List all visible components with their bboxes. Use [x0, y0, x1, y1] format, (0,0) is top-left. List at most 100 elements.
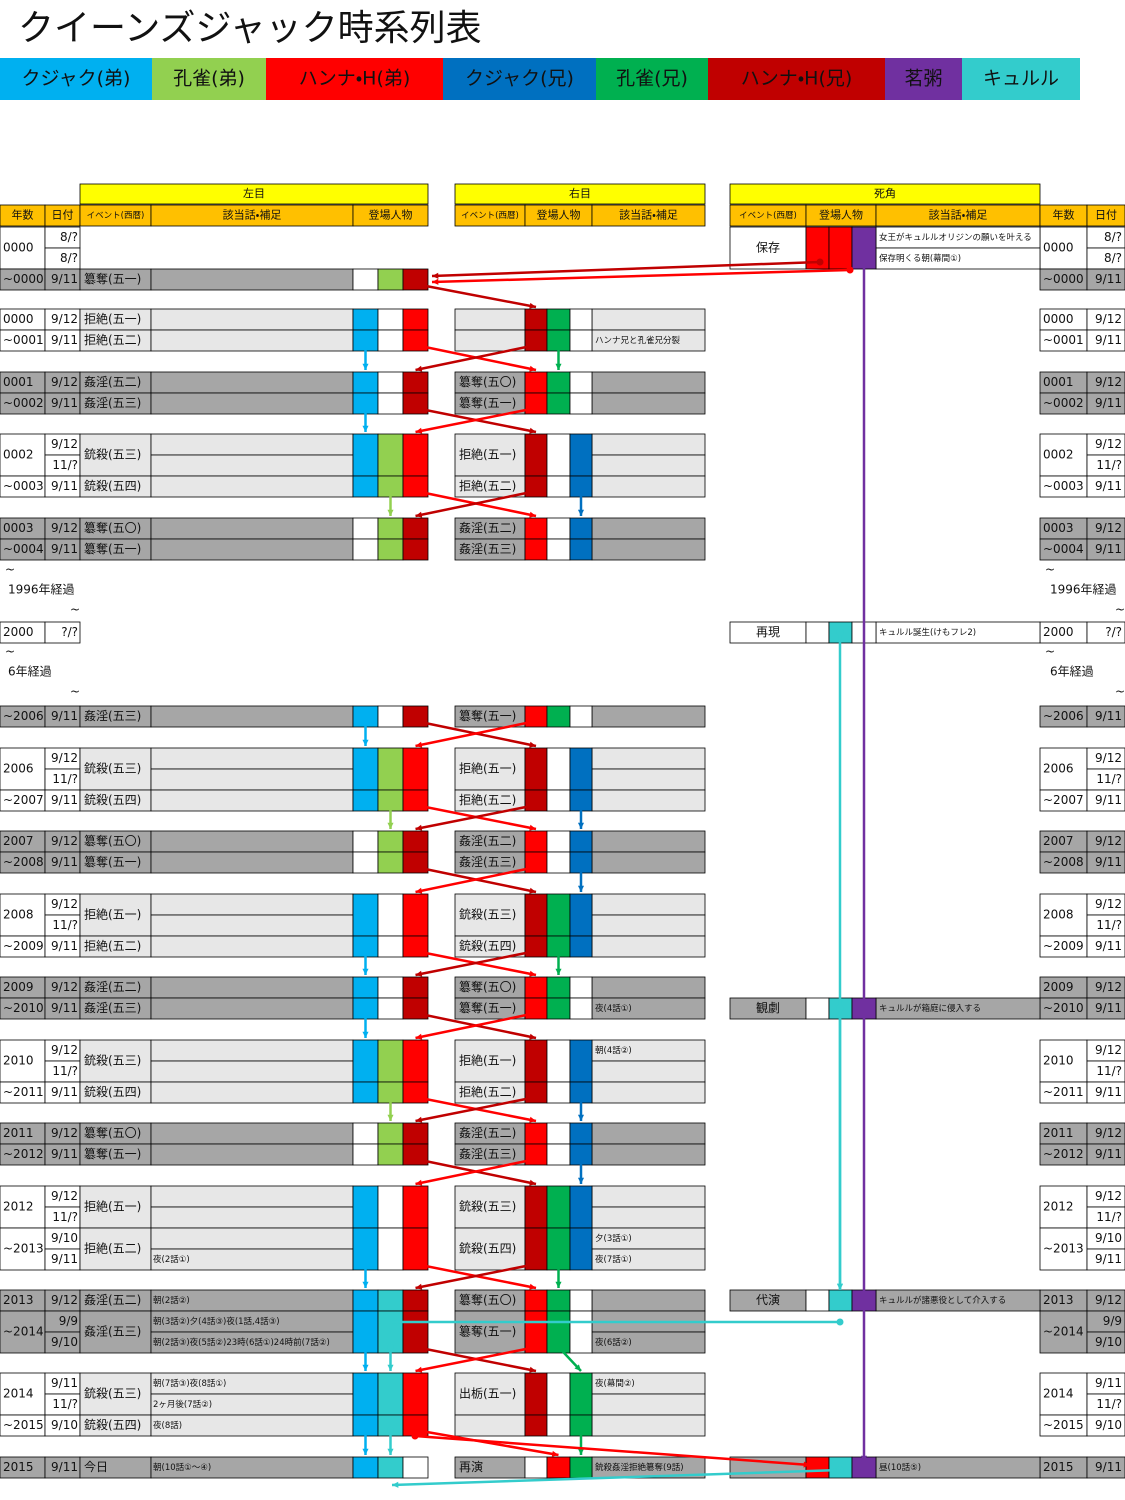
arrow-start [555, 1260, 562, 1268]
arrow-start [387, 1343, 394, 1351]
arrow-start [387, 1426, 394, 1434]
arrow-head [860, 1455, 868, 1462]
arrow-start [412, 1009, 419, 1017]
arrow-head [392, 1318, 399, 1326]
character-bar [546, 893, 571, 937]
label: 6年経過 [8, 665, 52, 679]
label: 2009 [3, 980, 34, 994]
arrow-head [577, 509, 585, 516]
title: クイーンズジャック時系列表 [18, 8, 482, 49]
cell [591, 935, 706, 958]
character-bar [569, 1456, 593, 1479]
cell [79, 433, 152, 477]
label: 銃殺(五四) [84, 1417, 141, 1432]
character-bar [377, 830, 404, 853]
character-bar [805, 997, 830, 1020]
arrow-head [362, 968, 369, 975]
cell [1086, 475, 1125, 498]
label: ~2011 [1043, 1085, 1084, 1099]
label: 2007 [1043, 834, 1074, 848]
label: 9/12 [1095, 1126, 1122, 1140]
arrow-start [577, 863, 585, 871]
character-bar [402, 371, 429, 394]
label: 姦淫(五二) [459, 833, 516, 848]
cell [150, 454, 354, 477]
label: 銃殺(五三) [459, 1199, 516, 1214]
arrow [415, 865, 537, 894]
label: 2010 [1043, 1054, 1074, 1068]
arrow-start [532, 404, 540, 412]
label: 該当話・補足 [929, 208, 988, 222]
arrow-head [836, 1283, 844, 1290]
label: 9/12 [51, 834, 78, 848]
label: 姦淫(五二) [459, 520, 516, 535]
character-bar [805, 1289, 830, 1312]
character-bar [569, 1227, 593, 1271]
character-bar [352, 1143, 379, 1166]
cell [1039, 893, 1088, 937]
arrow-start [362, 404, 369, 412]
label: 0000 [3, 241, 34, 255]
character-bar [402, 1039, 429, 1083]
arrow-head [415, 1179, 423, 1186]
arrow-head [555, 363, 562, 370]
character-bar [352, 308, 379, 331]
cell [79, 1185, 152, 1229]
legend-swatch [0, 58, 152, 100]
label: 拒絶(五二) [459, 479, 516, 493]
cell [150, 1206, 354, 1229]
label: 右目 [569, 186, 591, 200]
label: ~ [5, 563, 15, 577]
label: 11/? [52, 918, 78, 932]
character-bar [377, 851, 404, 874]
label: ハンナ兄と孔雀兄分裂 [595, 335, 681, 346]
label: 8/? [60, 251, 78, 265]
label: ~2006 [3, 709, 44, 723]
character-bar [546, 475, 571, 498]
cell [591, 1081, 706, 1104]
column-header [352, 204, 429, 227]
arrow-head [574, 1364, 581, 1371]
label: 9/10 [1095, 1335, 1122, 1349]
label: 2014 [3, 1387, 34, 1401]
cell [591, 1206, 706, 1229]
cell [591, 517, 706, 540]
label: 2014 [1043, 1387, 1074, 1401]
cell [591, 538, 706, 561]
arrow-head [415, 365, 423, 372]
label: 9/11 [51, 333, 78, 347]
label: ~2013 [3, 1242, 44, 1256]
character-bar [569, 830, 593, 853]
cell [150, 475, 354, 498]
label: 夜(7話①) [595, 1254, 632, 1265]
label: 9/12 [51, 437, 78, 451]
cell [591, 1060, 706, 1083]
arrow-start [412, 1155, 419, 1163]
cell [79, 747, 152, 791]
cell [150, 914, 354, 937]
character-bar [828, 226, 853, 270]
character-bar [524, 1372, 548, 1416]
arrow-start [412, 280, 419, 288]
label: 9/11 [51, 479, 78, 493]
character-bar [377, 517, 404, 540]
character-bar [352, 893, 379, 937]
arrow-start [412, 1343, 419, 1351]
arrow [415, 406, 537, 434]
label: 夜(4話①) [595, 1003, 632, 1014]
label: 夜(2話①) [153, 1254, 190, 1265]
label: 年数 [1053, 208, 1075, 222]
label: 姦淫(五二) [84, 1292, 141, 1307]
arrow-start [362, 1009, 369, 1017]
character-bar [524, 1122, 548, 1145]
label: ~0004 [1043, 542, 1084, 556]
arrow-head [577, 885, 585, 892]
arrow-head [529, 365, 536, 372]
label: 2007 [3, 834, 34, 848]
label: 9/12 [1095, 897, 1122, 911]
arrow [415, 1262, 537, 1290]
cell [454, 1185, 526, 1229]
arrow-head [529, 824, 536, 831]
label: 日付 [52, 209, 74, 222]
